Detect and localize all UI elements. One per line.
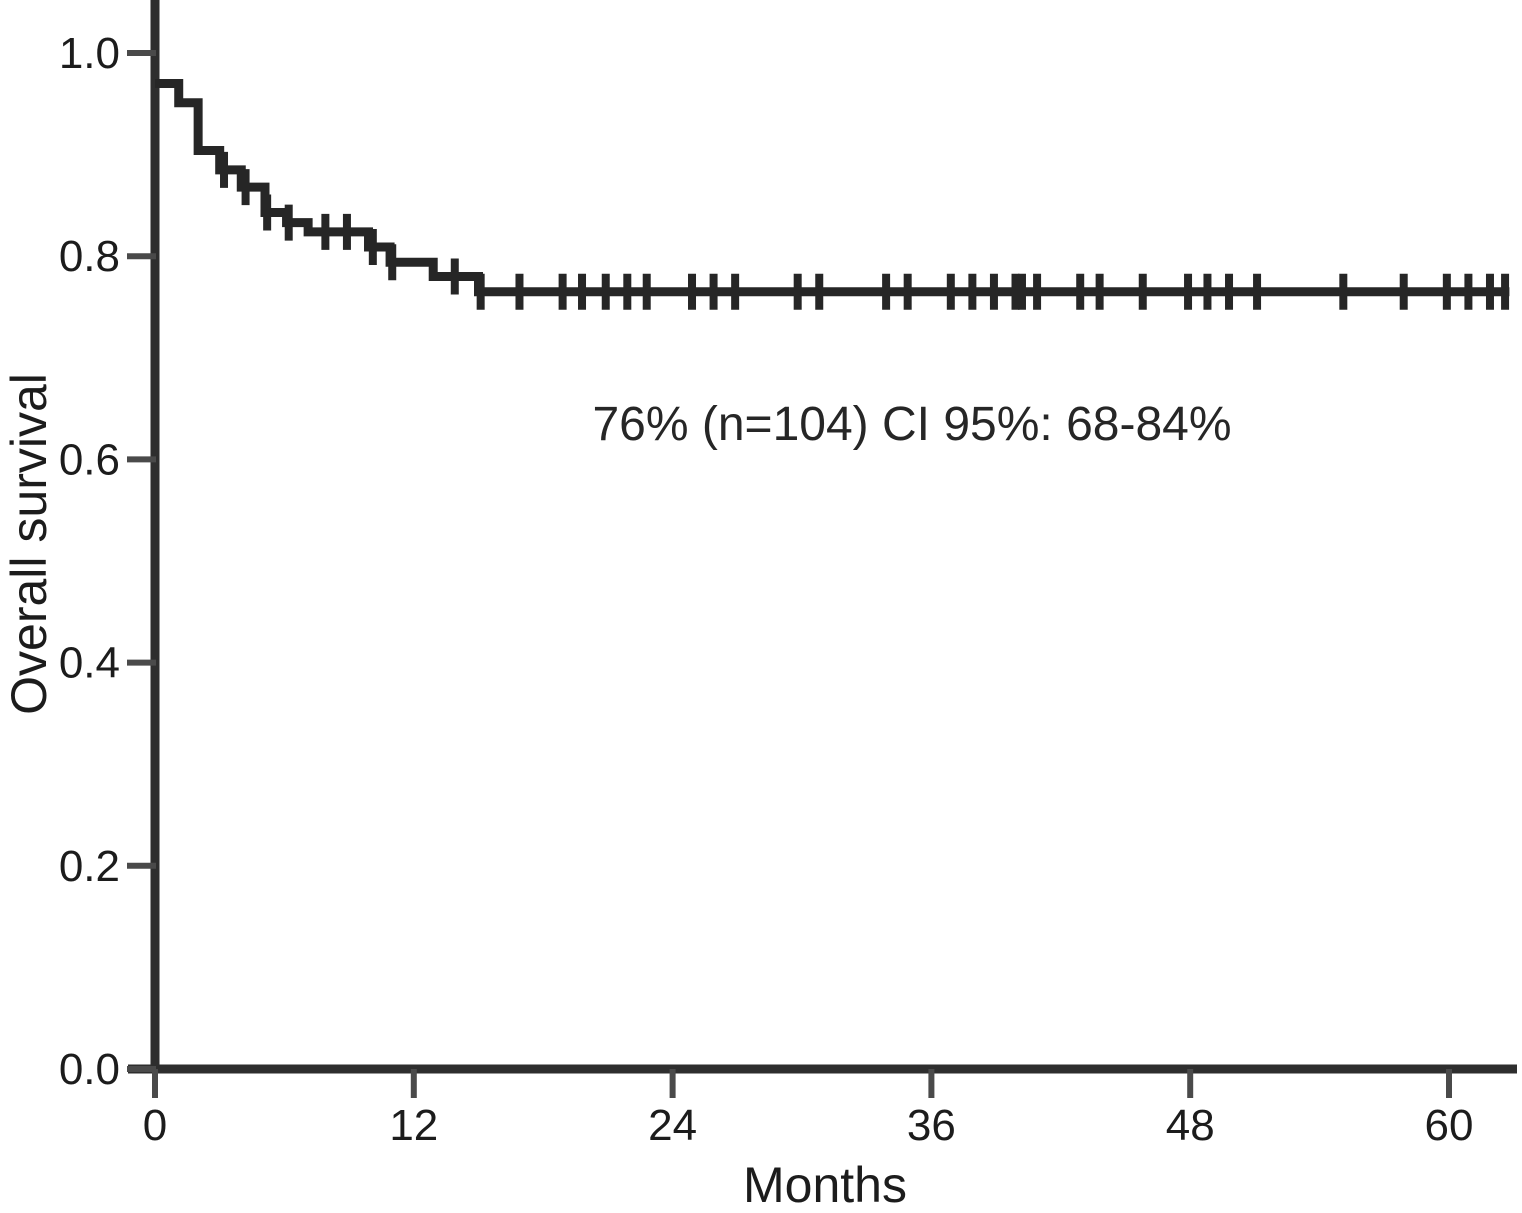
x-axis-ticks xyxy=(152,1069,1452,1098)
x-tick-label: 12 xyxy=(389,1101,438,1150)
y-tick-label: 0.8 xyxy=(59,232,120,281)
survival-curve xyxy=(155,78,1510,297)
y-axis-tick-labels: 0.0 0.2 0.4 0.6 0.8 1.0 xyxy=(59,29,120,1094)
y-tick-label: 0.4 xyxy=(59,639,120,688)
x-tick-label: 60 xyxy=(1425,1101,1474,1150)
x-tick-label: 48 xyxy=(1166,1101,1215,1150)
axes xyxy=(128,0,1517,1074)
y-tick-label: 0.6 xyxy=(59,435,120,484)
x-tick-label: 24 xyxy=(648,1101,697,1150)
x-tick-label: 36 xyxy=(907,1101,956,1150)
y-tick-label: 0.0 xyxy=(59,1045,120,1094)
x-axis-title: Months xyxy=(743,1157,907,1213)
x-axis-tick-labels: 0 12 24 36 48 60 xyxy=(143,1101,1474,1150)
x-tick-label: 0 xyxy=(143,1101,167,1150)
censor-marks xyxy=(220,151,1510,310)
y-tick-label: 1.0 xyxy=(59,29,120,78)
y-axis-title: Overall survival xyxy=(1,373,57,715)
y-axis-ticks xyxy=(127,50,156,1072)
annotation-text: 76% (n=104) CI 95%: 68-84% xyxy=(592,398,1231,451)
y-tick-label: 0.2 xyxy=(59,842,120,891)
